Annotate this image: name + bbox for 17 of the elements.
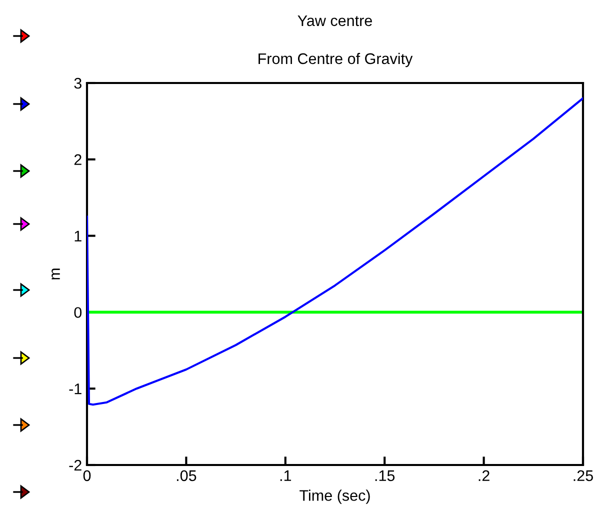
x-tick-label: .05	[176, 470, 196, 482]
x-tick-label: .2	[478, 470, 490, 481]
x-tick-label: .1	[280, 470, 292, 481]
chart-title: Yaw centre	[298, 15, 372, 26]
y-tick-label: -1	[69, 384, 82, 394]
y-tick-label: 2	[74, 154, 82, 165]
chart-subtitle: From Centre of Gravity	[258, 52, 413, 68]
y-tick-label: -2	[69, 460, 82, 471]
x-axis-title: Time (sec)	[300, 490, 370, 504]
x-tick-label: 0	[83, 470, 91, 482]
x-tick-label: .25	[574, 470, 593, 482]
y-tick-label: 3	[74, 78, 82, 89]
y-tick-label: 1	[74, 230, 82, 242]
x-tick-label: .15	[375, 470, 395, 482]
y-tick-label: 0	[74, 307, 82, 318]
y-axis-title: m	[52, 268, 60, 280]
line-series	[87, 97, 583, 406]
